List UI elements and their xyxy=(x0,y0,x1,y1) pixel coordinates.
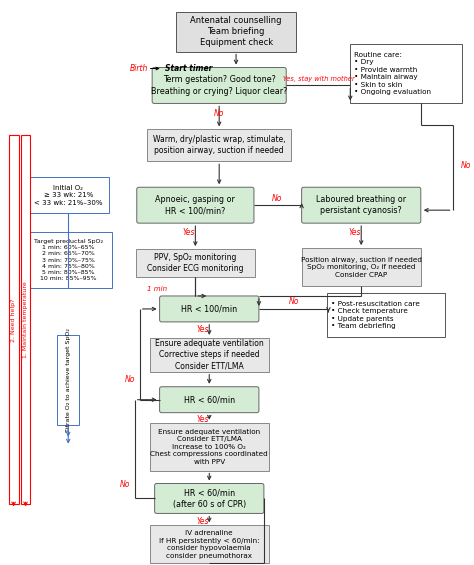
FancyBboxPatch shape xyxy=(57,335,79,425)
FancyBboxPatch shape xyxy=(301,248,421,286)
FancyBboxPatch shape xyxy=(152,68,286,103)
Text: Antenatal counselling
Team briefing
Equipment check: Antenatal counselling Team briefing Equi… xyxy=(191,16,282,47)
FancyBboxPatch shape xyxy=(328,293,445,337)
Text: Yes: Yes xyxy=(183,228,195,237)
Text: No: No xyxy=(461,161,471,170)
Text: Yes: Yes xyxy=(349,228,361,237)
Text: HR < 60/min
(after 60 s of CPR): HR < 60/min (after 60 s of CPR) xyxy=(173,488,246,508)
FancyBboxPatch shape xyxy=(136,249,255,277)
Text: HR < 60/min: HR < 60/min xyxy=(184,395,235,404)
Text: Birth: Birth xyxy=(129,64,148,73)
Text: No: No xyxy=(289,297,299,306)
FancyBboxPatch shape xyxy=(155,484,264,514)
Text: Term gestation? Good tone?
Breathing or crying? Liquor clear?: Term gestation? Good tone? Breathing or … xyxy=(151,76,287,95)
FancyBboxPatch shape xyxy=(350,44,462,103)
FancyBboxPatch shape xyxy=(301,187,421,223)
FancyBboxPatch shape xyxy=(9,136,18,505)
Text: HR < 100/min: HR < 100/min xyxy=(181,305,237,314)
Text: Yes: Yes xyxy=(197,415,209,424)
Text: Ensure adequate ventilation
Consider ETT/LMA
Increase to 100% O₂
Chest compressi: Ensure adequate ventilation Consider ETT… xyxy=(150,429,268,464)
Text: Yes, stay with mother: Yes, stay with mother xyxy=(283,76,355,81)
Text: 1. Maintain temperature: 1. Maintain temperature xyxy=(23,281,28,358)
Text: Position airway, suction if needed
SpO₂ monitoring, O₂ if needed
Consider CPAP: Position airway, suction if needed SpO₂ … xyxy=(301,257,422,277)
Text: Ensure adequate ventilation
Corrective steps if needed
Consider ETT/LMA: Ensure adequate ventilation Corrective s… xyxy=(155,339,264,371)
Text: Routine care:
• Dry
• Provide warmth
• Maintain airway
• Skin to skin
• Ongoing : Routine care: • Dry • Provide warmth • M… xyxy=(354,52,431,95)
FancyBboxPatch shape xyxy=(160,387,259,412)
FancyBboxPatch shape xyxy=(150,423,269,471)
Text: PPV, SpO₂ monitoring
Consider ECG monitoring: PPV, SpO₂ monitoring Consider ECG monito… xyxy=(147,253,244,273)
Text: Target preductal SpO₂
1 min: 60%–65%
2 min: 65%–70%
3 min: 70%–75%
4 min: 75%–80: Target preductal SpO₂ 1 min: 60%–65% 2 m… xyxy=(34,239,103,281)
FancyBboxPatch shape xyxy=(27,177,109,213)
Text: No: No xyxy=(272,194,282,203)
Text: Start timer: Start timer xyxy=(164,64,212,73)
FancyBboxPatch shape xyxy=(160,296,259,322)
Text: IV adrenaline
If HR persistently < 60/min:
consider hypovolaemia
consider pneumo: IV adrenaline If HR persistently < 60/mi… xyxy=(159,530,260,559)
Text: Titrate O₂ to achieve target SpO₂: Titrate O₂ to achieve target SpO₂ xyxy=(66,328,71,432)
Text: Yes: Yes xyxy=(197,325,209,334)
FancyBboxPatch shape xyxy=(147,129,291,161)
Text: 2. Need help?: 2. Need help? xyxy=(11,298,16,342)
FancyBboxPatch shape xyxy=(150,338,269,372)
Text: Apnoeic, gasping or
HR < 100/min?: Apnoeic, gasping or HR < 100/min? xyxy=(155,195,235,215)
Text: No: No xyxy=(214,109,224,118)
Text: No: No xyxy=(119,480,130,489)
Text: Initial O₂
≥ 33 wk: 21%
< 33 wk: 21%–30%: Initial O₂ ≥ 33 wk: 21% < 33 wk: 21%–30% xyxy=(34,185,102,206)
FancyBboxPatch shape xyxy=(137,187,254,223)
Text: No: No xyxy=(124,375,135,384)
FancyBboxPatch shape xyxy=(20,136,30,505)
Text: Warm, dry/plastic wrap, stimulate,
position airway, suction if needed: Warm, dry/plastic wrap, stimulate, posit… xyxy=(153,135,285,155)
FancyBboxPatch shape xyxy=(25,232,112,288)
Text: • Post-resuscitation care
• Check temperature
• Update parents
• Team debriefing: • Post-resuscitation care • Check temper… xyxy=(331,301,420,329)
FancyBboxPatch shape xyxy=(176,12,296,51)
Text: Laboured breathing or
persistant cyanosis?: Laboured breathing or persistant cyanosi… xyxy=(316,195,406,215)
Text: 1 min: 1 min xyxy=(146,286,167,292)
FancyBboxPatch shape xyxy=(150,525,269,563)
Text: Yes: Yes xyxy=(197,517,209,526)
